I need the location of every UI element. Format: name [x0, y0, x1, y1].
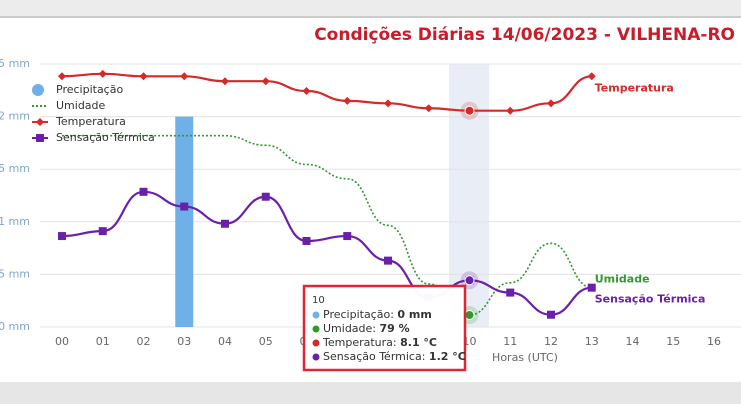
tooltip-value: 79 % [380, 322, 410, 335]
x-tick-label: 01 [96, 335, 110, 348]
tooltip-label: Temperatura: [322, 336, 397, 349]
x-tick-label: 12 [544, 335, 558, 348]
series-line [61, 190, 592, 316]
top-bar [0, 0, 741, 16]
tooltip-row: Precipitação: 0 mm [323, 308, 432, 321]
series-line [61, 134, 592, 316]
point [261, 77, 270, 86]
series-line [61, 72, 592, 112]
y-tick-label: 2.5 mm [0, 57, 30, 70]
x-tick-label: 13 [585, 335, 599, 348]
hover-point [464, 275, 475, 286]
x-axis-title: Horas (UTC) [492, 351, 558, 364]
tooltip-dot [312, 339, 320, 347]
legend-label: Precipitação [56, 83, 123, 96]
point [547, 99, 555, 108]
hover-point [464, 310, 475, 321]
legend-symbol [32, 84, 44, 96]
tooltip-dot [312, 311, 320, 319]
tooltip-row: Umidade: 79 % [323, 322, 410, 335]
tooltip [302, 284, 467, 372]
x-tick-label: 05 [259, 335, 273, 348]
bottom-bar [0, 382, 741, 404]
tooltip-row: Temperatura: 8.1 °C [322, 336, 437, 349]
tooltip-value: 0 mm [397, 308, 431, 321]
x-tick-label: 16 [707, 335, 721, 348]
point [180, 202, 189, 211]
legend-label: Temperatura [55, 115, 126, 128]
point [302, 236, 311, 245]
point [384, 256, 392, 265]
x-tick-label: 04 [218, 335, 232, 348]
point [343, 232, 352, 241]
point [221, 219, 229, 228]
point [587, 283, 596, 292]
y-tick-label: 1.5 mm [0, 162, 30, 175]
point [384, 99, 392, 108]
tooltip-title: 10 [312, 295, 325, 306]
point [98, 69, 107, 78]
point [98, 227, 107, 236]
x-tick-label: 11 [503, 335, 517, 348]
tooltip-row: Sensação Térmica: 1.2 °C [323, 350, 466, 363]
hover-point [464, 105, 475, 116]
point [506, 288, 515, 297]
legend-label: Umidade [56, 99, 106, 112]
series-end-label: Sensação Térmica [595, 293, 706, 306]
chart-title: Condições Diárias 14/06/2023 - VILHENA-R… [314, 25, 735, 45]
tooltip-dot [312, 325, 320, 333]
point [506, 106, 515, 115]
x-tick-label: 00 [55, 335, 69, 348]
tooltip-dot [312, 353, 320, 361]
point [180, 72, 189, 81]
x-tick-label: 14 [626, 335, 640, 348]
y-tick-label: 1 mm [0, 215, 30, 228]
point [58, 232, 66, 241]
point [547, 310, 555, 319]
point [587, 72, 596, 81]
point [58, 72, 66, 81]
y-tick-label: 0.5 mm [0, 267, 30, 280]
legend-label: Sensação Térmica [56, 131, 155, 144]
x-tick-label: 03 [177, 335, 191, 348]
tooltip-label: Sensação Térmica: [323, 350, 425, 363]
point [261, 192, 270, 201]
point [424, 104, 433, 113]
point [139, 72, 148, 81]
y-tick-label: 0 mm [0, 320, 30, 333]
bar [175, 116, 194, 327]
x-tick-label: 02 [137, 335, 151, 348]
tooltip-label: Precipitação: [323, 308, 394, 321]
tooltip-label: Umidade: [323, 322, 376, 335]
tooltip-value: 1.2 °C [429, 350, 466, 363]
point [139, 187, 148, 196]
series-end-label: Umidade [595, 273, 650, 286]
x-tick-label: 15 [666, 335, 680, 348]
point [343, 96, 352, 105]
point [302, 87, 311, 96]
series-end-label: Temperatura [595, 81, 674, 94]
legend-symbol [36, 134, 44, 142]
point [221, 77, 229, 86]
legend-symbol [36, 118, 44, 126]
y-tick-label: 2 mm [0, 110, 30, 123]
tooltip-value: 8.1 °C [400, 336, 437, 349]
